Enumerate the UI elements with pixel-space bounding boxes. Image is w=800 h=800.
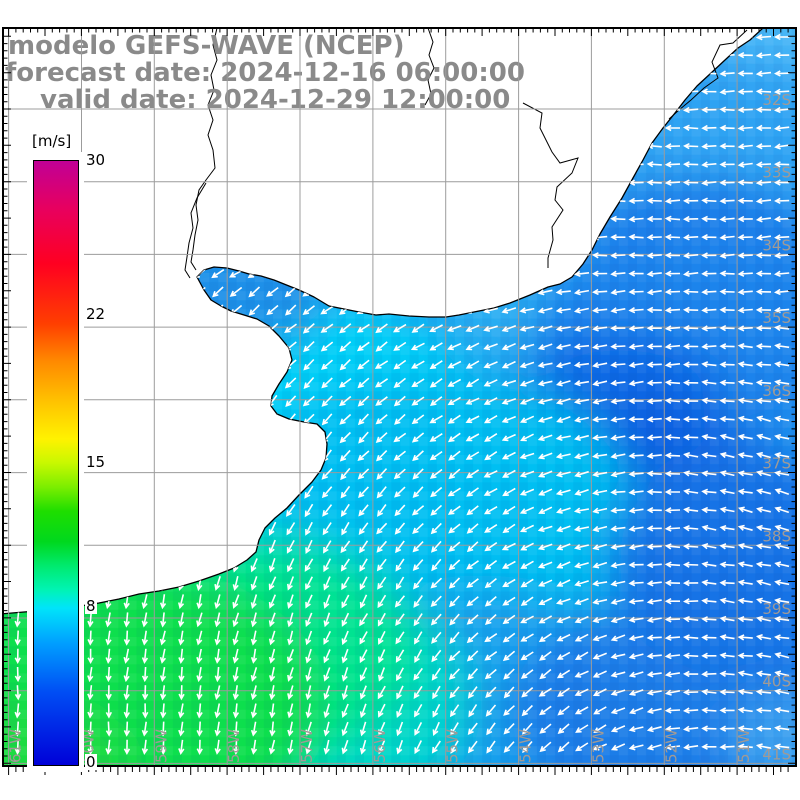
page-title: modelo GEFS-WAVE (NCEP) <box>8 31 405 61</box>
colorbar-tick-label: 8 <box>85 597 97 615</box>
colorbar-tick-label: 0 <box>85 753 97 771</box>
river-line <box>424 28 435 106</box>
wind-arrow-field <box>9 33 790 756</box>
land-coastline <box>3 28 764 615</box>
latitude-label: 37S <box>762 455 791 473</box>
longitude-label: 55W <box>444 729 462 763</box>
latitude-label: 39S <box>762 600 791 618</box>
latitude-label: 33S <box>762 164 791 182</box>
colorbar-unit-label: [m/s] <box>30 132 74 150</box>
river-line <box>668 29 748 120</box>
latitude-label: 38S <box>762 527 791 545</box>
longitude-label: 56W <box>371 729 389 763</box>
longitude-label: 54W <box>517 729 535 763</box>
colorbar-tick-label: 15 <box>85 453 107 471</box>
longitude-label: 57W <box>298 729 316 763</box>
latitude-label: 36S <box>762 382 791 400</box>
colorbar-gradient <box>33 160 79 766</box>
longitude-label: 58W <box>225 729 243 763</box>
river-line <box>522 102 579 268</box>
map-frame <box>2 27 797 767</box>
colorbar-tick-label: 30 <box>85 151 107 169</box>
longitude-label: 52W <box>662 729 680 763</box>
map-ticks <box>3 28 796 775</box>
longitude-label: 53W <box>589 729 607 763</box>
latitude-label: 34S <box>762 236 791 254</box>
longitude-label: 61W <box>7 729 25 763</box>
latitude-label: 41S <box>762 745 791 763</box>
latitude-label: 40S <box>762 673 791 691</box>
longitude-label: 59W <box>152 729 170 763</box>
longitude-label: 51W <box>735 729 753 763</box>
latitude-label: 32S <box>762 91 791 109</box>
colorbar-tick-label: 22 <box>85 305 107 323</box>
latitude-label: 35S <box>762 309 791 327</box>
